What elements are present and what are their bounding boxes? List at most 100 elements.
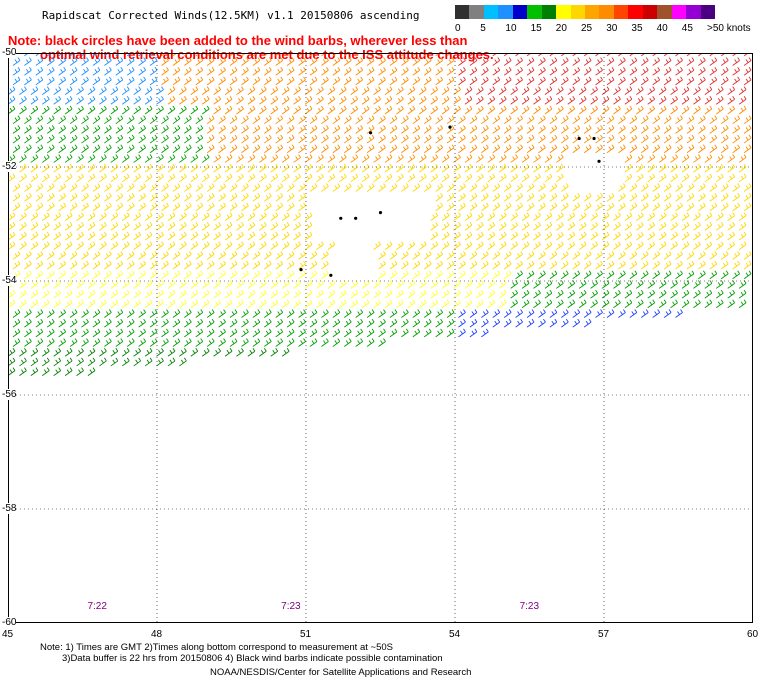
- wind-barb: [681, 289, 690, 299]
- wind-barb: [293, 173, 301, 183]
- time-label: 7:23: [519, 601, 540, 612]
- wind-barb: [69, 202, 78, 212]
- wind-barb: [515, 251, 523, 260]
- wind-barb: [201, 212, 210, 221]
- wind-barb: [264, 76, 272, 86]
- wind-barb: [241, 57, 249, 66]
- x-tick-label: 48: [151, 629, 163, 640]
- wind-barb: [270, 289, 279, 299]
- wind-barb: [549, 134, 558, 144]
- wind-barb: [498, 212, 507, 221]
- wind-barb: [321, 260, 329, 270]
- wind-barb: [87, 357, 96, 367]
- wind-barb: [270, 86, 279, 95]
- wind-barb: [201, 299, 210, 309]
- wind-barb: [727, 299, 736, 309]
- wind-barb: [236, 222, 244, 231]
- wind-barb: [464, 289, 473, 299]
- wind-barb: [298, 66, 306, 76]
- wind-barb: [195, 318, 204, 328]
- wind-barb: [281, 241, 290, 251]
- wind-barb: [738, 222, 747, 231]
- wind-barb: [698, 251, 706, 260]
- wind-barb: [469, 318, 478, 328]
- wind-barb: [138, 125, 146, 134]
- wind-barb: [515, 115, 523, 125]
- wind-barb: [339, 96, 347, 105]
- wind-barb: [681, 299, 690, 309]
- wind-barb: [138, 202, 146, 212]
- wind-barb: [567, 222, 576, 231]
- wind-barb: [42, 96, 50, 105]
- wind-barb: [241, 76, 249, 86]
- wind-barb: [675, 183, 683, 192]
- wind-barb: [19, 163, 27, 173]
- wind-barb: [184, 134, 192, 144]
- wind-barb: [521, 231, 530, 241]
- wind-barb: [681, 241, 690, 251]
- wind-barb: [613, 212, 621, 221]
- wind-barb: [556, 241, 564, 251]
- wind-barb: [104, 144, 112, 154]
- wind-barb: [76, 154, 84, 163]
- wind-barb: [53, 173, 62, 183]
- wind-barb: [698, 260, 706, 270]
- wind-barb: [407, 154, 416, 163]
- wind-barb: [58, 115, 67, 125]
- wind-barb: [663, 134, 672, 144]
- wind-barb: [396, 154, 404, 163]
- wind-barb: [179, 154, 187, 163]
- wind-barb: [709, 144, 718, 154]
- wind-barb: [583, 125, 592, 134]
- wind-barb: [138, 251, 146, 260]
- wind-barb: [458, 76, 466, 86]
- wind-barb: [229, 192, 238, 202]
- wind-barb: [179, 173, 187, 183]
- wind-barb: [126, 328, 135, 338]
- wind-barb: [126, 318, 135, 328]
- wind-barb: [498, 96, 507, 105]
- wind-barb: [476, 154, 484, 163]
- wind-barb: [53, 96, 62, 105]
- wind-barb: [446, 144, 455, 154]
- wind-barb: [144, 231, 153, 241]
- wind-barb: [469, 125, 478, 134]
- wind-barb: [19, 241, 27, 251]
- wind-barb: [309, 309, 318, 318]
- wind-barb: [613, 241, 621, 251]
- wind-barb: [241, 202, 249, 212]
- wind-barb: [670, 231, 678, 241]
- wind-barb: [606, 115, 615, 125]
- wind-barb: [613, 105, 621, 115]
- wind-barb: [515, 66, 523, 76]
- wind-barb: [590, 289, 598, 299]
- wind-barb: [663, 144, 672, 154]
- wind-barb: [138, 66, 146, 76]
- wind-barb: [264, 134, 272, 144]
- wind-barb: [321, 309, 329, 318]
- wind-barb: [275, 309, 284, 318]
- wind-barb: [298, 338, 306, 347]
- wind-barb: [138, 192, 146, 202]
- wind-barb: [670, 105, 678, 115]
- wind-barb: [396, 86, 404, 95]
- wind-barb: [121, 163, 130, 173]
- wind-barb: [430, 222, 439, 231]
- wind-barb: [743, 202, 752, 212]
- wind-barb: [526, 260, 535, 270]
- wind-barb: [229, 328, 238, 338]
- wind-barb: [544, 96, 553, 105]
- wind-barb: [252, 338, 261, 347]
- wind-barb: [384, 173, 393, 183]
- wind-barb: [229, 338, 238, 347]
- wind-barb: [738, 280, 747, 289]
- wind-barb: [686, 76, 695, 86]
- wind-barb: [583, 318, 592, 328]
- wind-barb: [327, 105, 336, 115]
- wind-barb: [435, 270, 444, 280]
- wind-barb: [213, 105, 221, 115]
- wind-barb: [521, 289, 530, 299]
- wind-barb: [46, 115, 55, 125]
- wind-barb: [81, 66, 89, 76]
- wind-barb: [259, 86, 267, 95]
